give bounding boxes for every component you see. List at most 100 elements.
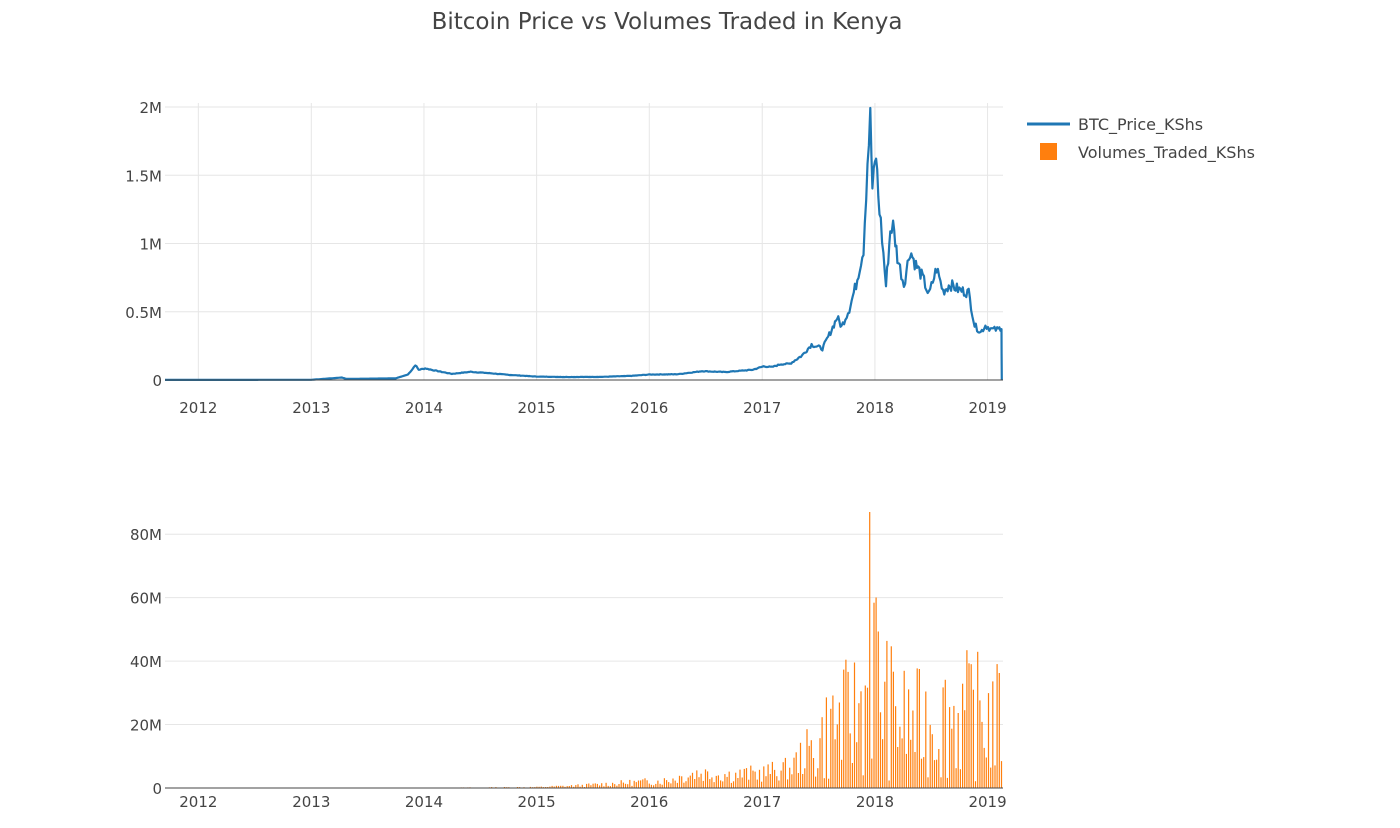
volume-bar: [860, 691, 861, 788]
volume-bar: [943, 687, 944, 788]
volume-bar: [863, 775, 864, 788]
volume-bar: [828, 779, 829, 788]
volume-bar: [657, 781, 658, 788]
volume-bar: [770, 774, 771, 788]
volume-bar: [886, 641, 887, 788]
volume-bar: [765, 776, 766, 788]
volume-bar: [647, 780, 648, 788]
volume-x-tick-label: 2013: [292, 793, 330, 811]
volume-bar: [618, 784, 619, 788]
volume-bar: [977, 652, 978, 788]
volume-bar: [934, 760, 935, 788]
volume-bar: [893, 672, 894, 788]
price-x-tick-label: 2016: [630, 399, 668, 417]
volume-bar: [945, 680, 946, 788]
legend-item-price[interactable]: BTC_Price_KShs: [1027, 115, 1203, 135]
volume-bar: [966, 650, 967, 788]
volume-bar: [973, 690, 974, 788]
volume-bar: [925, 692, 926, 789]
volume-bar: [675, 781, 676, 788]
volume-bar: [748, 780, 749, 788]
volume-bar: [826, 697, 827, 788]
volume-bar: [623, 783, 624, 788]
volume-bar: [709, 779, 710, 788]
volume-bar: [679, 776, 680, 788]
volume-bar: [958, 713, 959, 788]
volume-bar: [992, 681, 993, 788]
volume-bar: [685, 781, 686, 788]
volume-bar: [681, 776, 682, 788]
volume-bar: [783, 762, 784, 788]
volume-bar: [757, 780, 758, 788]
volume-bar: [986, 758, 987, 789]
volume-y-tick-label: 80M: [130, 526, 162, 544]
volume-bar: [716, 776, 717, 788]
volume-bar: [848, 672, 849, 788]
volume-bar: [997, 664, 998, 788]
volume-bar: [612, 783, 613, 788]
volume-bar: [964, 710, 965, 788]
volume-bar: [593, 784, 594, 788]
volume-bar: [938, 749, 939, 788]
volume-bar: [951, 729, 952, 788]
volume-bar: [932, 734, 933, 788]
volume-bar: [705, 769, 706, 788]
volume-y-tick-label: 60M: [130, 590, 162, 608]
volume-bar: [806, 729, 807, 788]
volume-bar: [744, 769, 745, 788]
volume-bar: [638, 781, 639, 789]
volume-bar: [660, 784, 661, 788]
volume-bar: [690, 776, 691, 788]
volume-bar: [843, 670, 844, 788]
volume-bar: [923, 757, 924, 788]
volume-bar: [1001, 761, 1002, 788]
volume-bar: [763, 766, 764, 788]
legend-item-volume[interactable]: Volumes_Traded_KShs: [1040, 143, 1255, 163]
legend-label-price: BTC_Price_KShs: [1078, 115, 1203, 135]
volume-bar: [845, 660, 846, 788]
volume-bar: [668, 782, 669, 788]
price-x-tick-label: 2014: [405, 399, 443, 417]
price-x-tick-label: 2017: [743, 399, 781, 417]
volume-bar: [839, 703, 840, 789]
volume-bar: [856, 742, 857, 788]
price-y-tick-label: 2M: [140, 99, 163, 117]
price-x-tick-label: 2013: [292, 399, 330, 417]
volume-bar: [968, 663, 969, 788]
volume-bar: [897, 747, 898, 788]
volume-bar: [683, 783, 684, 788]
volume-bar: [774, 770, 775, 788]
volume-bar: [936, 760, 937, 788]
volume-bar: [634, 781, 635, 788]
volume-bar: [899, 727, 900, 788]
volume-bar: [953, 706, 954, 788]
volume-bar: [919, 669, 920, 788]
volume-bar: [694, 779, 695, 788]
volume-bar: [698, 777, 699, 788]
volume-bar: [876, 598, 877, 789]
volume-bar: [990, 768, 991, 788]
volume-bar: [830, 709, 831, 788]
volume-bar: [688, 778, 689, 789]
volume-bar: [984, 748, 985, 788]
price-y-tick-label: 1M: [140, 236, 163, 254]
volume-y-tick-label: 20M: [130, 717, 162, 735]
volume-bar: [921, 759, 922, 788]
volume-bar: [761, 782, 762, 788]
volume-bar: [720, 780, 721, 788]
volume-bar: [979, 700, 980, 788]
legend[interactable]: BTC_Price_KShs Volumes_Traded_KShs: [1027, 115, 1255, 163]
volume-bar: [917, 668, 918, 788]
volume-bar: [930, 725, 931, 788]
volume-bar: [727, 777, 728, 788]
volume-bar: [670, 783, 671, 788]
volume-bar: [912, 711, 913, 789]
volume-bar: [819, 738, 820, 788]
volume-bar: [597, 784, 598, 788]
volume-bar: [776, 776, 777, 788]
volume-bar: [949, 707, 950, 788]
